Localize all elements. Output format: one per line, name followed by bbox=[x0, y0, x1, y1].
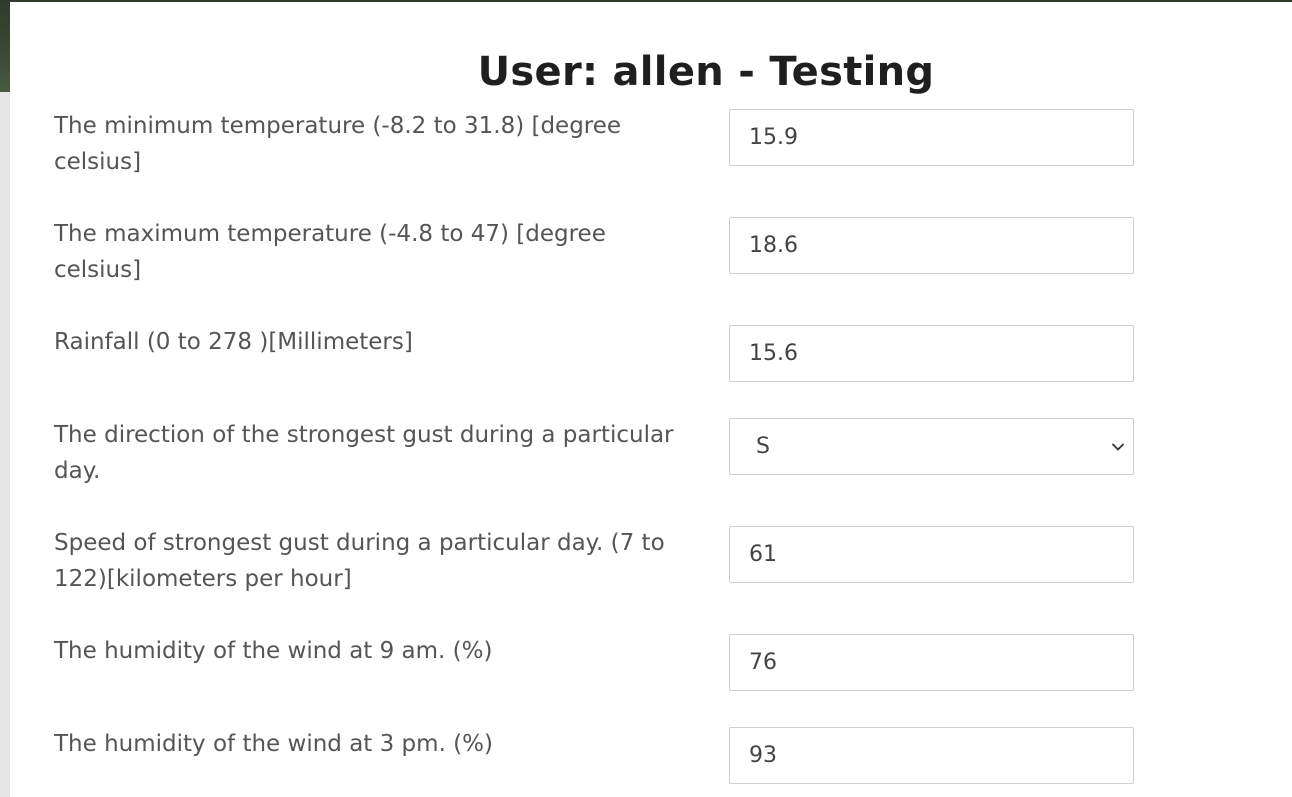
gust-speed-input[interactable] bbox=[729, 526, 1134, 583]
humidity-9am-label: The humidity of the wind at 9 am. (%) bbox=[54, 638, 493, 664]
background-strip bbox=[0, 0, 10, 92]
gust-speed-label: Speed of strongest gust during a particu… bbox=[54, 530, 665, 592]
max-temp-input[interactable] bbox=[729, 217, 1134, 274]
humidity-9am-input[interactable] bbox=[729, 634, 1134, 691]
gust-direction-label: The direction of the strongest gust duri… bbox=[54, 422, 674, 484]
min-temp-input[interactable] bbox=[729, 109, 1134, 166]
form-card: User: allen - Testing The minimum temper… bbox=[10, 2, 1292, 797]
background-strip-lower bbox=[0, 92, 10, 797]
rainfall-label: Rainfall (0 to 278 )[Millimeters] bbox=[54, 329, 413, 355]
humidity-3pm-label: The humidity of the wind at 3 pm. (%) bbox=[54, 731, 493, 757]
gust-direction-selected-value: S bbox=[756, 434, 770, 459]
rainfall-input[interactable] bbox=[729, 325, 1134, 382]
gust-direction-select[interactable]: S bbox=[729, 418, 1134, 475]
page-title: User: allen - Testing bbox=[477, 49, 935, 95]
chevron-down-icon bbox=[1112, 443, 1124, 450]
max-temp-label: The maximum temperature (-4.8 to 47) [de… bbox=[54, 221, 606, 283]
humidity-3pm-input[interactable] bbox=[729, 727, 1134, 784]
min-temp-label: The minimum temperature (-8.2 to 31.8) [… bbox=[54, 113, 622, 175]
background-top-edge bbox=[0, 0, 1292, 2]
